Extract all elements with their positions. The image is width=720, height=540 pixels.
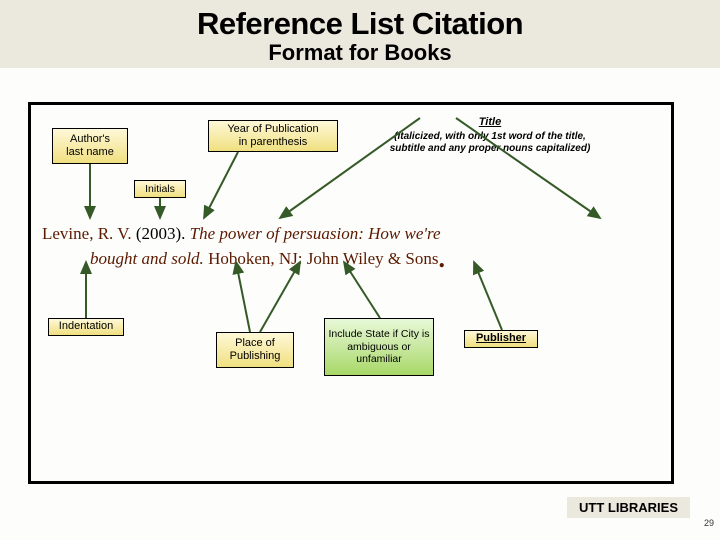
label-author: Author's last name: [52, 128, 128, 164]
citation-line2: bought and sold. Hoboken, NJ: John Wiley…: [90, 247, 674, 272]
page-number: 29: [704, 518, 714, 528]
citation-place: Hoboken, NJ:: [208, 249, 302, 268]
citation-period-icon: .: [438, 244, 445, 273]
citation-line1: Levine, R. V. (2003). The power of persu…: [42, 222, 674, 247]
citation-year: (2003).: [136, 224, 186, 243]
label-indentation: Indentation: [48, 318, 124, 336]
label-title-group: Title (italicized, with only 1st word of…: [384, 116, 596, 155]
title-band: Reference List Citation Format for Books: [0, 0, 720, 68]
footer-org: UTT LIBRARIES: [567, 497, 690, 518]
label-state: Include State if City is ambiguous or un…: [324, 318, 434, 376]
citation-publisher: John Wiley & Sons: [307, 249, 439, 268]
label-publisher: Publisher: [464, 330, 538, 348]
label-year: Year of Publication in parenthesis: [208, 120, 338, 152]
label-initials: Initials: [134, 180, 186, 198]
label-title: Title: [384, 116, 596, 128]
page-title: Reference List Citation: [0, 6, 720, 42]
citation-title2: bought and sold.: [90, 249, 204, 268]
label-title-note: (italicized, with only 1st word of the t…: [384, 131, 596, 155]
citation-title1: The power of persuasion: How we're: [190, 224, 441, 243]
label-place: Place of Publishing: [216, 332, 294, 368]
page-subtitle: Format for Books: [0, 40, 720, 66]
citation-example: Levine, R. V. (2003). The power of persu…: [42, 222, 674, 271]
citation-author: Levine, R. V.: [42, 224, 132, 243]
